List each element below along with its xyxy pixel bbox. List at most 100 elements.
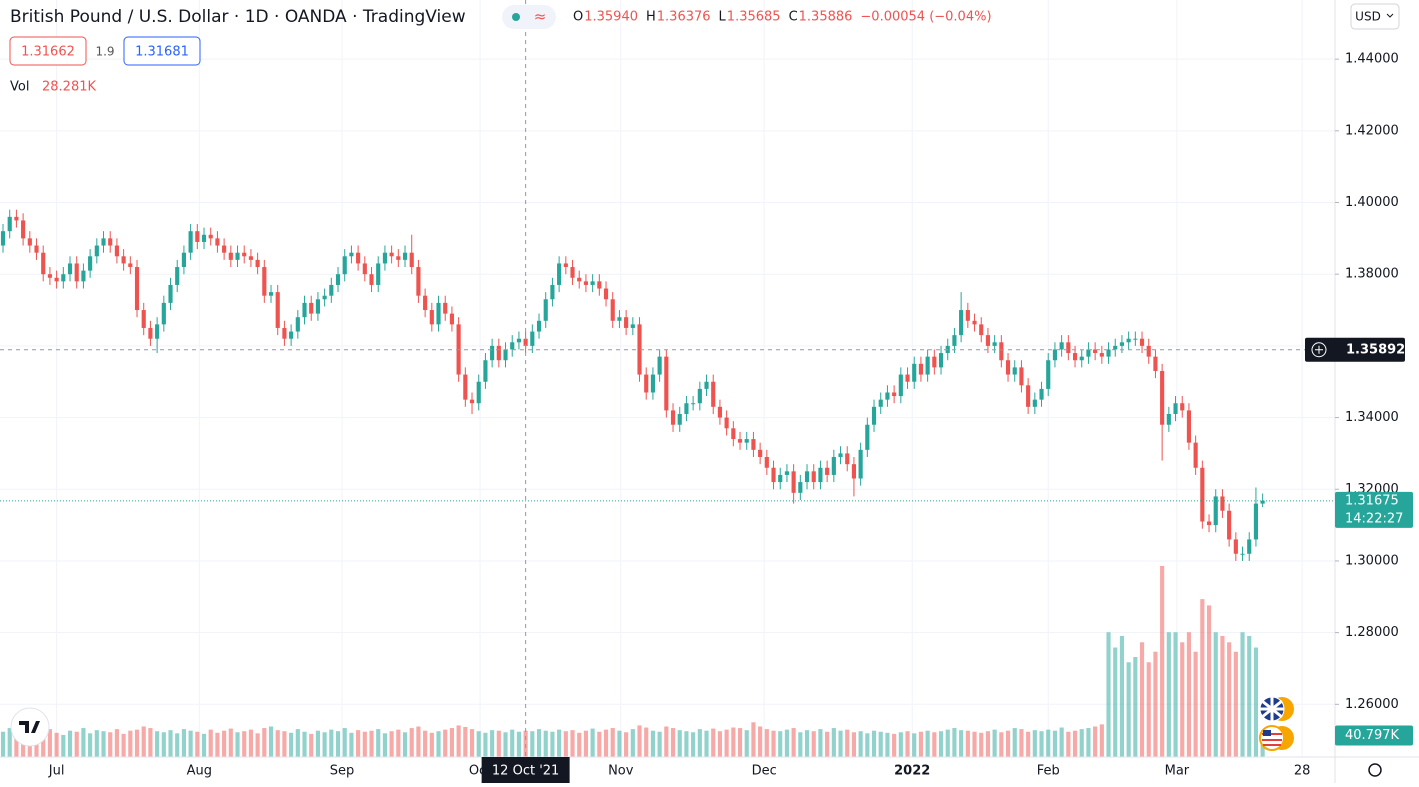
candle-body (617, 317, 622, 321)
candle-body (657, 356, 662, 375)
candle-body (289, 331, 294, 339)
volume-bar (114, 729, 119, 757)
candle-body (577, 277, 582, 282)
candle-body (590, 281, 595, 285)
volume-bar (818, 729, 823, 757)
candle-body (235, 252, 240, 260)
x-tick-label: Mar (1165, 764, 1190, 779)
volume-value: 28.281K (42, 80, 96, 95)
legend-key: O (573, 10, 583, 25)
candle-body (737, 439, 743, 443)
status-pill[interactable] (502, 5, 556, 29)
volume-bar (255, 733, 260, 757)
bid-price: 1.31662 (21, 45, 75, 60)
candle-body (510, 342, 515, 350)
volume-bar (979, 732, 984, 757)
candle-body (992, 342, 997, 346)
market-open-dot (512, 13, 520, 21)
volume-bar (630, 729, 635, 757)
candle-body (650, 374, 656, 393)
candle-body (523, 338, 528, 346)
volume-bar (449, 728, 455, 757)
volume-bar (885, 732, 890, 757)
candle-body (121, 256, 126, 264)
delay-icon: ≈ (534, 8, 547, 26)
y-tick-label: 1.26000 (1345, 697, 1399, 712)
volume-bar (1119, 635, 1125, 757)
volume-bar (952, 728, 957, 757)
volume-bar (557, 729, 562, 757)
volume-bar (543, 730, 548, 757)
volume-bar (871, 730, 877, 757)
tv-logo[interactable] (10, 707, 50, 747)
candle-body (215, 238, 220, 246)
crosshair-time-box (481, 757, 570, 783)
candle-body (570, 267, 575, 278)
candle-body (1113, 345, 1118, 350)
volume-bar (905, 731, 910, 757)
buy-button[interactable] (123, 36, 201, 66)
volume-bar (684, 731, 689, 757)
candle-body (1059, 342, 1064, 350)
currency-button[interactable] (1350, 3, 1400, 30)
volume-bar (108, 732, 113, 757)
volume-bar (416, 726, 421, 757)
volume-bar (804, 730, 810, 757)
volume-bar (1052, 730, 1058, 757)
symbol-title: British Pound / U.S. Dollar · 1D · OANDA… (10, 7, 466, 27)
candle-body (1220, 496, 1225, 511)
volume-bar (657, 731, 662, 757)
volume-bar (731, 727, 736, 757)
candle-body (1247, 539, 1252, 554)
event-flag[interactable] (1259, 725, 1285, 751)
volume-bar (47, 729, 52, 757)
candle-body (1019, 367, 1024, 386)
volume-bar (617, 730, 622, 757)
volume-bar (1126, 662, 1131, 757)
candle-body (47, 274, 52, 278)
volume-bar (898, 732, 903, 757)
candle-body (94, 245, 99, 257)
candle-body (436, 302, 441, 325)
candle-body (543, 299, 548, 321)
candle-body (972, 320, 977, 325)
volume-bar (61, 734, 66, 757)
candle-body (1133, 338, 1138, 340)
volume-bar (697, 729, 702, 757)
candle-body (7, 216, 12, 232)
candle-body (496, 345, 501, 361)
candle-body (1180, 403, 1185, 411)
candle-body (550, 284, 555, 300)
volume-bar (992, 729, 997, 757)
volume-bar (1146, 662, 1151, 757)
candle-body (108, 238, 113, 246)
y-tick-label: 1.44000 (1345, 52, 1399, 67)
volume-bar (215, 732, 220, 757)
candle-body (429, 310, 434, 325)
volume-bar (503, 732, 508, 757)
volume-bar (624, 732, 629, 757)
candle-body (717, 406, 723, 418)
candle-body (268, 292, 274, 296)
sell-button[interactable] (9, 36, 87, 66)
volume-bar (771, 730, 776, 757)
settings-icon[interactable] (1368, 763, 1382, 777)
ask-price: 1.31681 (135, 45, 189, 60)
candle-body (1206, 521, 1212, 526)
tv-logo-mark (19, 721, 40, 733)
candle-body (979, 324, 984, 336)
candle-body (476, 381, 481, 404)
add-alert-icon[interactable] (1311, 342, 1327, 358)
candle-body (208, 234, 213, 239)
volume-bar (670, 728, 676, 757)
volume-bar (302, 731, 307, 757)
candle-body (322, 295, 327, 300)
candle-body (798, 482, 803, 493)
volume-bar (758, 726, 763, 757)
legend-key: L (719, 10, 727, 25)
candle-body (1093, 349, 1098, 354)
volume-bar (335, 731, 341, 757)
volume-bar (175, 733, 180, 757)
volume-bar (791, 728, 796, 757)
candle-body (114, 245, 119, 257)
